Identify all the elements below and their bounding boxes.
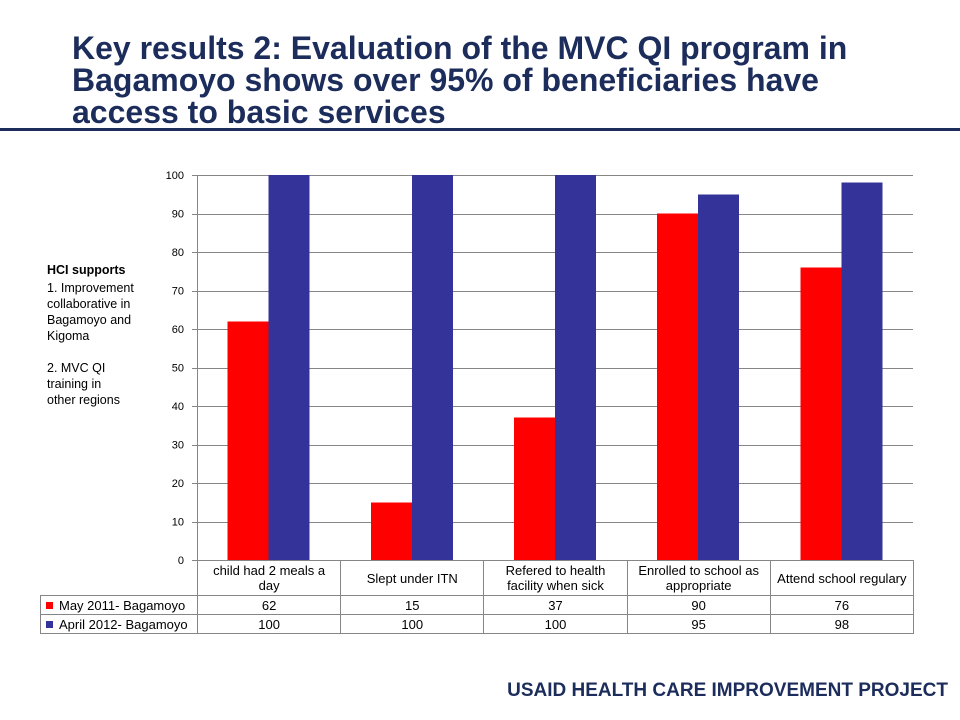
category-label: Slept under ITN: [366, 570, 458, 586]
bar-april-2012-bagamoyo-2: [411, 175, 453, 560]
bar-april-2012-bagamoyo-1: [268, 175, 310, 560]
bar-may-2011-bagamoyo-2: [370, 502, 412, 560]
y-tick-label: 50: [172, 363, 184, 375]
y-tick-label: 10: [172, 517, 184, 529]
table-category-cell: Enrolled to school as appropriate: [626, 560, 771, 596]
table-category-cell: Refered to health facility when sick: [483, 560, 628, 596]
table-category-cell: child had 2 meals a day: [196, 560, 342, 596]
table-value-cell: 98: [769, 614, 914, 634]
series-name: May 2011- Bagamoyo: [59, 597, 186, 613]
bar-april-2012-bagamoyo-5: [841, 182, 883, 560]
table-value-cell: 95: [626, 614, 771, 634]
table-value-cell: 15: [340, 595, 485, 615]
legend-key-series-1: [46, 601, 53, 609]
chart-plot: 0 10 20 30 40 50 60 70 80 90 100: [166, 170, 913, 565]
table-header-row: child had 2 meals a day Slept under ITN …: [40, 560, 914, 596]
side-note-item-2: 2. MVC QI training in other regions: [47, 361, 120, 407]
series-name: April 2012- Bagamoyo: [59, 616, 188, 632]
table-row-series-1: May 2011- Bagamoyo 62 15 37 90 76: [40, 595, 914, 615]
table-value-cell: 76: [769, 595, 914, 615]
category-label: child had 2 meals a day: [213, 563, 326, 593]
slide-title: Key results 2: Evaluation of the MVC QI …: [72, 30, 848, 130]
bar-april-2012-bagamoyo-4: [698, 194, 740, 560]
legend-key-series-2: [46, 620, 53, 628]
table-corner-cell: [40, 560, 198, 596]
table-value-cell: 37: [483, 595, 628, 615]
y-tick-label: 40: [172, 401, 184, 413]
table-value-cell: 100: [196, 614, 342, 634]
side-note: HCI supports 1. Improvement collaborativ…: [47, 262, 167, 408]
table-series-label-cell: May 2011- Bagamoyo: [40, 595, 198, 615]
side-note-item-1: 1. Improvement collaborative in Bagamoyo…: [47, 281, 134, 343]
category-label: Attend school regulary: [777, 570, 907, 586]
table-value-cell: 62: [196, 595, 342, 615]
bar-may-2011-bagamoyo-1: [227, 321, 269, 560]
table-value-cell: 100: [340, 614, 485, 634]
side-note-heading: HCI supports: [47, 263, 126, 277]
y-tick-label: 30: [172, 440, 184, 452]
y-tick-label: 70: [172, 286, 184, 298]
y-tick-label: 100: [166, 170, 184, 182]
table-category-cell: Attend school regulary: [769, 560, 914, 596]
table-value-cell: 100: [483, 614, 628, 634]
category-label: Refered to health facility when sick: [505, 563, 606, 593]
bar-april-2012-bagamoyo-3: [555, 175, 596, 560]
y-tick-label: 20: [172, 478, 184, 490]
y-tick-label: 90: [172, 209, 184, 221]
table-category-cell: Slept under ITN: [340, 560, 485, 596]
category-label: Enrolled to school as appropriate: [638, 563, 759, 593]
footer-project-name: USAID HEALTH CARE IMPROVEMENT PROJECT: [507, 680, 948, 701]
y-tick-label: 60: [172, 324, 184, 336]
y-tick-label: 80: [172, 247, 184, 259]
bar-may-2011-bagamoyo-5: [800, 267, 842, 560]
y-tick-label: 0: [178, 555, 184, 565]
bar-may-2011-bagamoyo-4: [657, 213, 699, 560]
table-row-series-2: April 2012- Bagamoyo 100 100 100 95 98: [40, 614, 914, 634]
chart-data-table: child had 2 meals a day Slept under ITN …: [40, 560, 914, 634]
table-series-label-cell: April 2012- Bagamoyo: [40, 614, 198, 634]
table-value-cell: 90: [626, 595, 771, 615]
title-divider: [0, 128, 960, 131]
bar-may-2011-bagamoyo-3: [514, 417, 555, 560]
